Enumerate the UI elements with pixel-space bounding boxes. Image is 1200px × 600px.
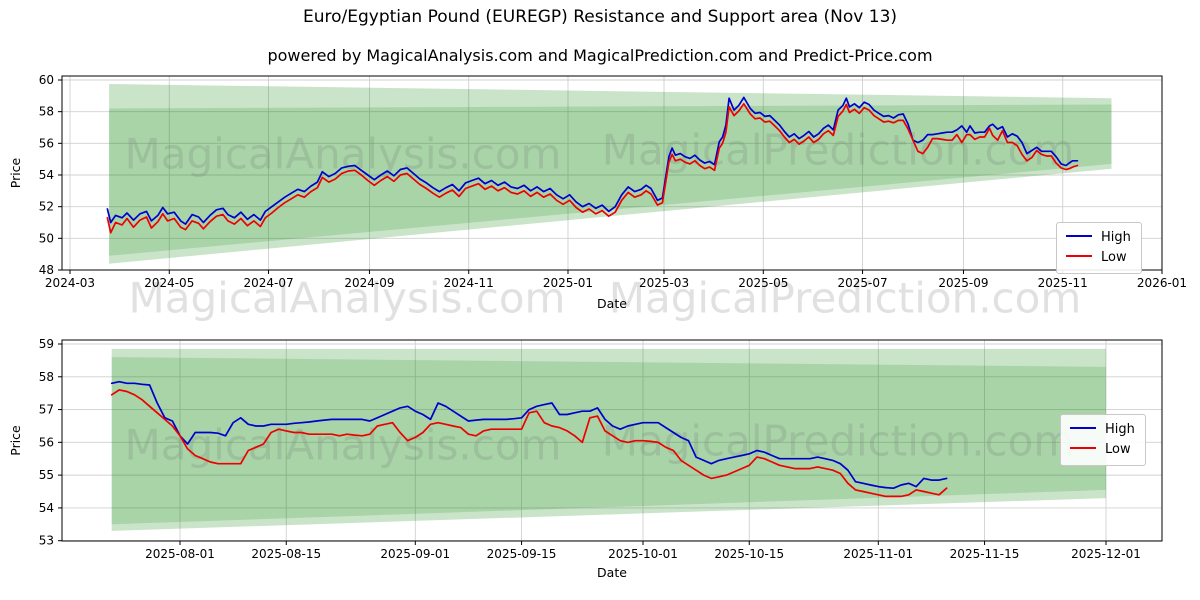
x-tick-label: 2024-07	[243, 276, 293, 290]
resistance-support-band-outer	[111, 348, 1106, 531]
x-tick-label: 2025-09-01	[380, 547, 450, 561]
y-tick-label: 54	[39, 501, 54, 515]
legend-low-label: Low	[1101, 250, 1127, 265]
plot-border	[61, 75, 1163, 271]
high-line-swatch-icon	[1070, 426, 1096, 429]
legend-high-label: High	[1101, 230, 1131, 245]
x-tick-label: 2025-05	[738, 276, 788, 290]
y-axis-label: Price	[8, 157, 23, 188]
x-tick-label: 2025-11-15	[950, 547, 1020, 561]
y-tick-label: 54	[39, 168, 54, 182]
legend-bottom-chart: High Low	[1060, 414, 1146, 466]
y-tick-label: 52	[39, 200, 54, 214]
x-tick-label: 2024-05	[144, 276, 194, 290]
watermark-text: MagicalAnalysis.com	[125, 421, 562, 470]
low-line	[106, 102, 1079, 234]
y-tick-label: 58	[39, 105, 54, 119]
x-tick-label: 2025-09	[938, 276, 988, 290]
x-tick-label: 2025-08-15	[251, 547, 321, 561]
x-tick-label: 2025-08-01	[145, 547, 215, 561]
x-tick-label: 2024-09	[344, 276, 394, 290]
resistance-support-band-outer	[109, 84, 1112, 264]
y-tick-label: 53	[39, 534, 54, 548]
watermark-text: MagicalPrediction.com	[602, 417, 1075, 466]
legend-high-label: High	[1105, 422, 1135, 437]
y-tick-label: 56	[39, 136, 54, 150]
x-axis-label: Date	[597, 296, 627, 311]
y-tick-label: 48	[39, 263, 54, 277]
x-axis-label: Date	[597, 565, 627, 580]
x-tick-label: 2025-09-15	[487, 547, 557, 561]
x-tick-label: 2025-11-01	[843, 547, 913, 561]
watermark-text: MagicalAnalysis.com	[125, 130, 562, 179]
plot-border	[61, 339, 1163, 542]
low-line-swatch-icon	[1066, 254, 1092, 257]
x-tick-label: 2025-01	[543, 276, 593, 290]
x-tick-label: 2025-10-01	[608, 547, 678, 561]
x-tick-label: 2025-11	[1038, 276, 1088, 290]
high-line	[110, 380, 948, 490]
watermark-text: MagicalAnalysis.com	[129, 274, 566, 323]
tick-marks	[58, 79, 1163, 274]
legend-entry-high: High	[1070, 420, 1135, 440]
low-line-swatch-icon	[1070, 446, 1096, 449]
resistance-support-band-inner	[109, 104, 1112, 256]
page-title: Euro/Egyptian Pound (EUREGP) Resistance …	[302, 7, 898, 27]
y-axis-label: Price	[8, 425, 23, 456]
y-tick-label: 57	[39, 403, 54, 417]
x-tick-label: 2024-11	[444, 276, 494, 290]
high-line-swatch-icon	[1066, 234, 1092, 237]
low-line	[110, 389, 948, 498]
x-tick-label: 2024-03	[45, 276, 95, 290]
x-tick-label: 2025-07	[837, 276, 887, 290]
y-tick-label: 56	[39, 435, 54, 449]
watermark-text: MagicalPrediction.com	[602, 126, 1075, 175]
x-tick-label: 2025-10-15	[714, 547, 784, 561]
y-tick-label: 58	[39, 370, 54, 384]
x-tick-label: 2025-12-01	[1071, 547, 1141, 561]
legend-top-chart: High Low	[1056, 222, 1142, 274]
y-tick-label: 55	[39, 468, 54, 482]
x-tick-label: 2026-01	[1137, 276, 1187, 290]
high-line	[106, 96, 1079, 225]
x-tick-label: 2025-03	[639, 276, 689, 290]
y-tick-label: 50	[39, 231, 54, 245]
legend-low-label: Low	[1105, 442, 1131, 457]
y-tick-label: 59	[39, 337, 54, 351]
legend-entry-low: Low	[1066, 248, 1131, 268]
page-subtitle: powered by MagicalAnalysis.com and Magic…	[267, 46, 933, 65]
tick-marks	[58, 343, 1107, 545]
y-tick-label: 60	[39, 73, 54, 87]
legend-entry-high: High	[1066, 228, 1131, 248]
watermark-text: MagicalPrediction.com	[609, 274, 1082, 323]
legend-entry-low: Low	[1070, 440, 1135, 460]
